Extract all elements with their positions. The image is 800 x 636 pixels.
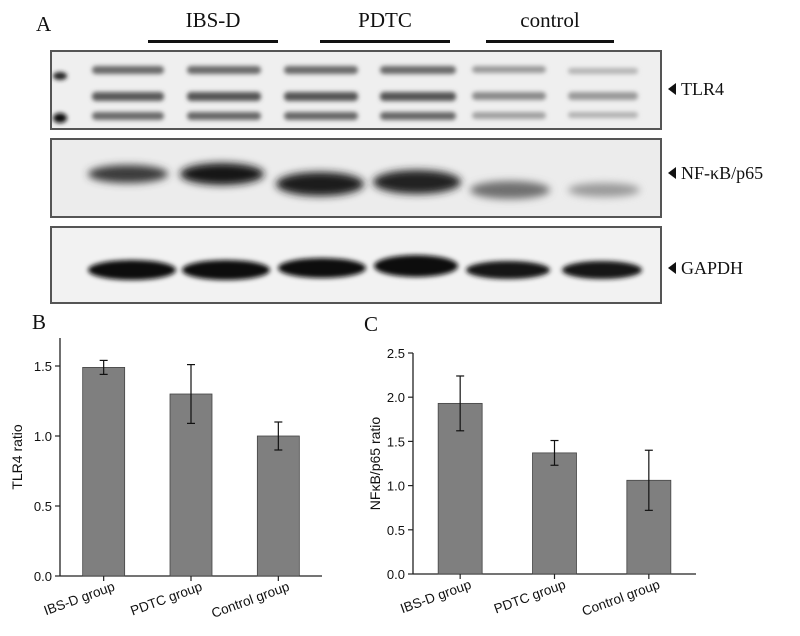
y-tick-label: 2.5 bbox=[387, 346, 405, 361]
group-label-ibsd: IBS-D bbox=[185, 8, 241, 32]
y-axis-label: NFκB/p65 ratio bbox=[367, 417, 383, 511]
blot-gapdh bbox=[50, 226, 662, 304]
band-label-nfkb-text: NF-κB/p65 bbox=[681, 163, 764, 183]
chart-tlr4-ratio: 0.0 0.5 1.0 1.5 TLR4 ratio IBS-D group PDTC gr… bbox=[9, 338, 322, 621]
group-bar-control bbox=[486, 40, 614, 43]
group-label-pdtc: PDTC bbox=[358, 8, 412, 32]
x-tick-label: Control group bbox=[209, 579, 291, 621]
y-tick-label: 0.5 bbox=[387, 523, 405, 538]
blot-nfkb bbox=[50, 138, 662, 218]
band-label-tlr4: TLR4 bbox=[668, 79, 724, 100]
y-tick-label: 1.0 bbox=[387, 479, 405, 494]
y-tick-label: 1.0 bbox=[34, 429, 52, 444]
panel-c-letter: C bbox=[364, 312, 379, 336]
x-tick-label: Control group bbox=[580, 577, 662, 619]
band-arrow-nfkb bbox=[668, 166, 676, 179]
panel-a-letter: A bbox=[36, 12, 52, 36]
y-tick-label: 0.0 bbox=[387, 567, 405, 582]
group-label-control: control bbox=[520, 8, 580, 32]
group-bar-ibsd bbox=[148, 40, 278, 43]
blot-tlr4-image bbox=[52, 52, 660, 128]
band-label-nfkb: NF-κB/p65 bbox=[668, 163, 763, 184]
x-tick-label: PDTC group bbox=[492, 577, 568, 617]
y-tick-label: 0.0 bbox=[34, 569, 52, 584]
band-label-tlr4-text: TLR4 bbox=[681, 79, 724, 99]
panel-b-letter: B bbox=[32, 310, 47, 334]
bar bbox=[532, 452, 577, 575]
x-tick-label: IBS-D group bbox=[42, 579, 117, 619]
y-tick-label: 2.0 bbox=[387, 390, 405, 405]
y-tick-label: 1.5 bbox=[34, 359, 52, 374]
y-tick-label: 1.5 bbox=[387, 434, 405, 449]
bar bbox=[82, 367, 126, 577]
band-label-gapdh: GAPDH bbox=[668, 258, 743, 279]
y-tick-label: 0.5 bbox=[34, 499, 52, 514]
y-axis-label: TLR4 ratio bbox=[9, 424, 25, 490]
band-arrow-tlr4 bbox=[668, 82, 676, 95]
blot-tlr4 bbox=[50, 50, 662, 130]
band-arrow-gapdh bbox=[668, 261, 676, 274]
bar bbox=[256, 435, 300, 577]
group-bar-pdtc bbox=[320, 40, 450, 43]
blot-nfkb-image bbox=[52, 140, 660, 216]
x-tick-label: IBS-D group bbox=[398, 577, 473, 617]
x-tick-label: PDTC group bbox=[128, 579, 204, 619]
band-label-gapdh-text: GAPDH bbox=[681, 258, 744, 278]
chart-nfkb-ratio: 0.0 0.5 1.0 1.5 2.0 2.5 NFκB/p65 ratio IBS-D gr… bbox=[367, 346, 696, 619]
blot-gapdh-image bbox=[52, 228, 660, 302]
